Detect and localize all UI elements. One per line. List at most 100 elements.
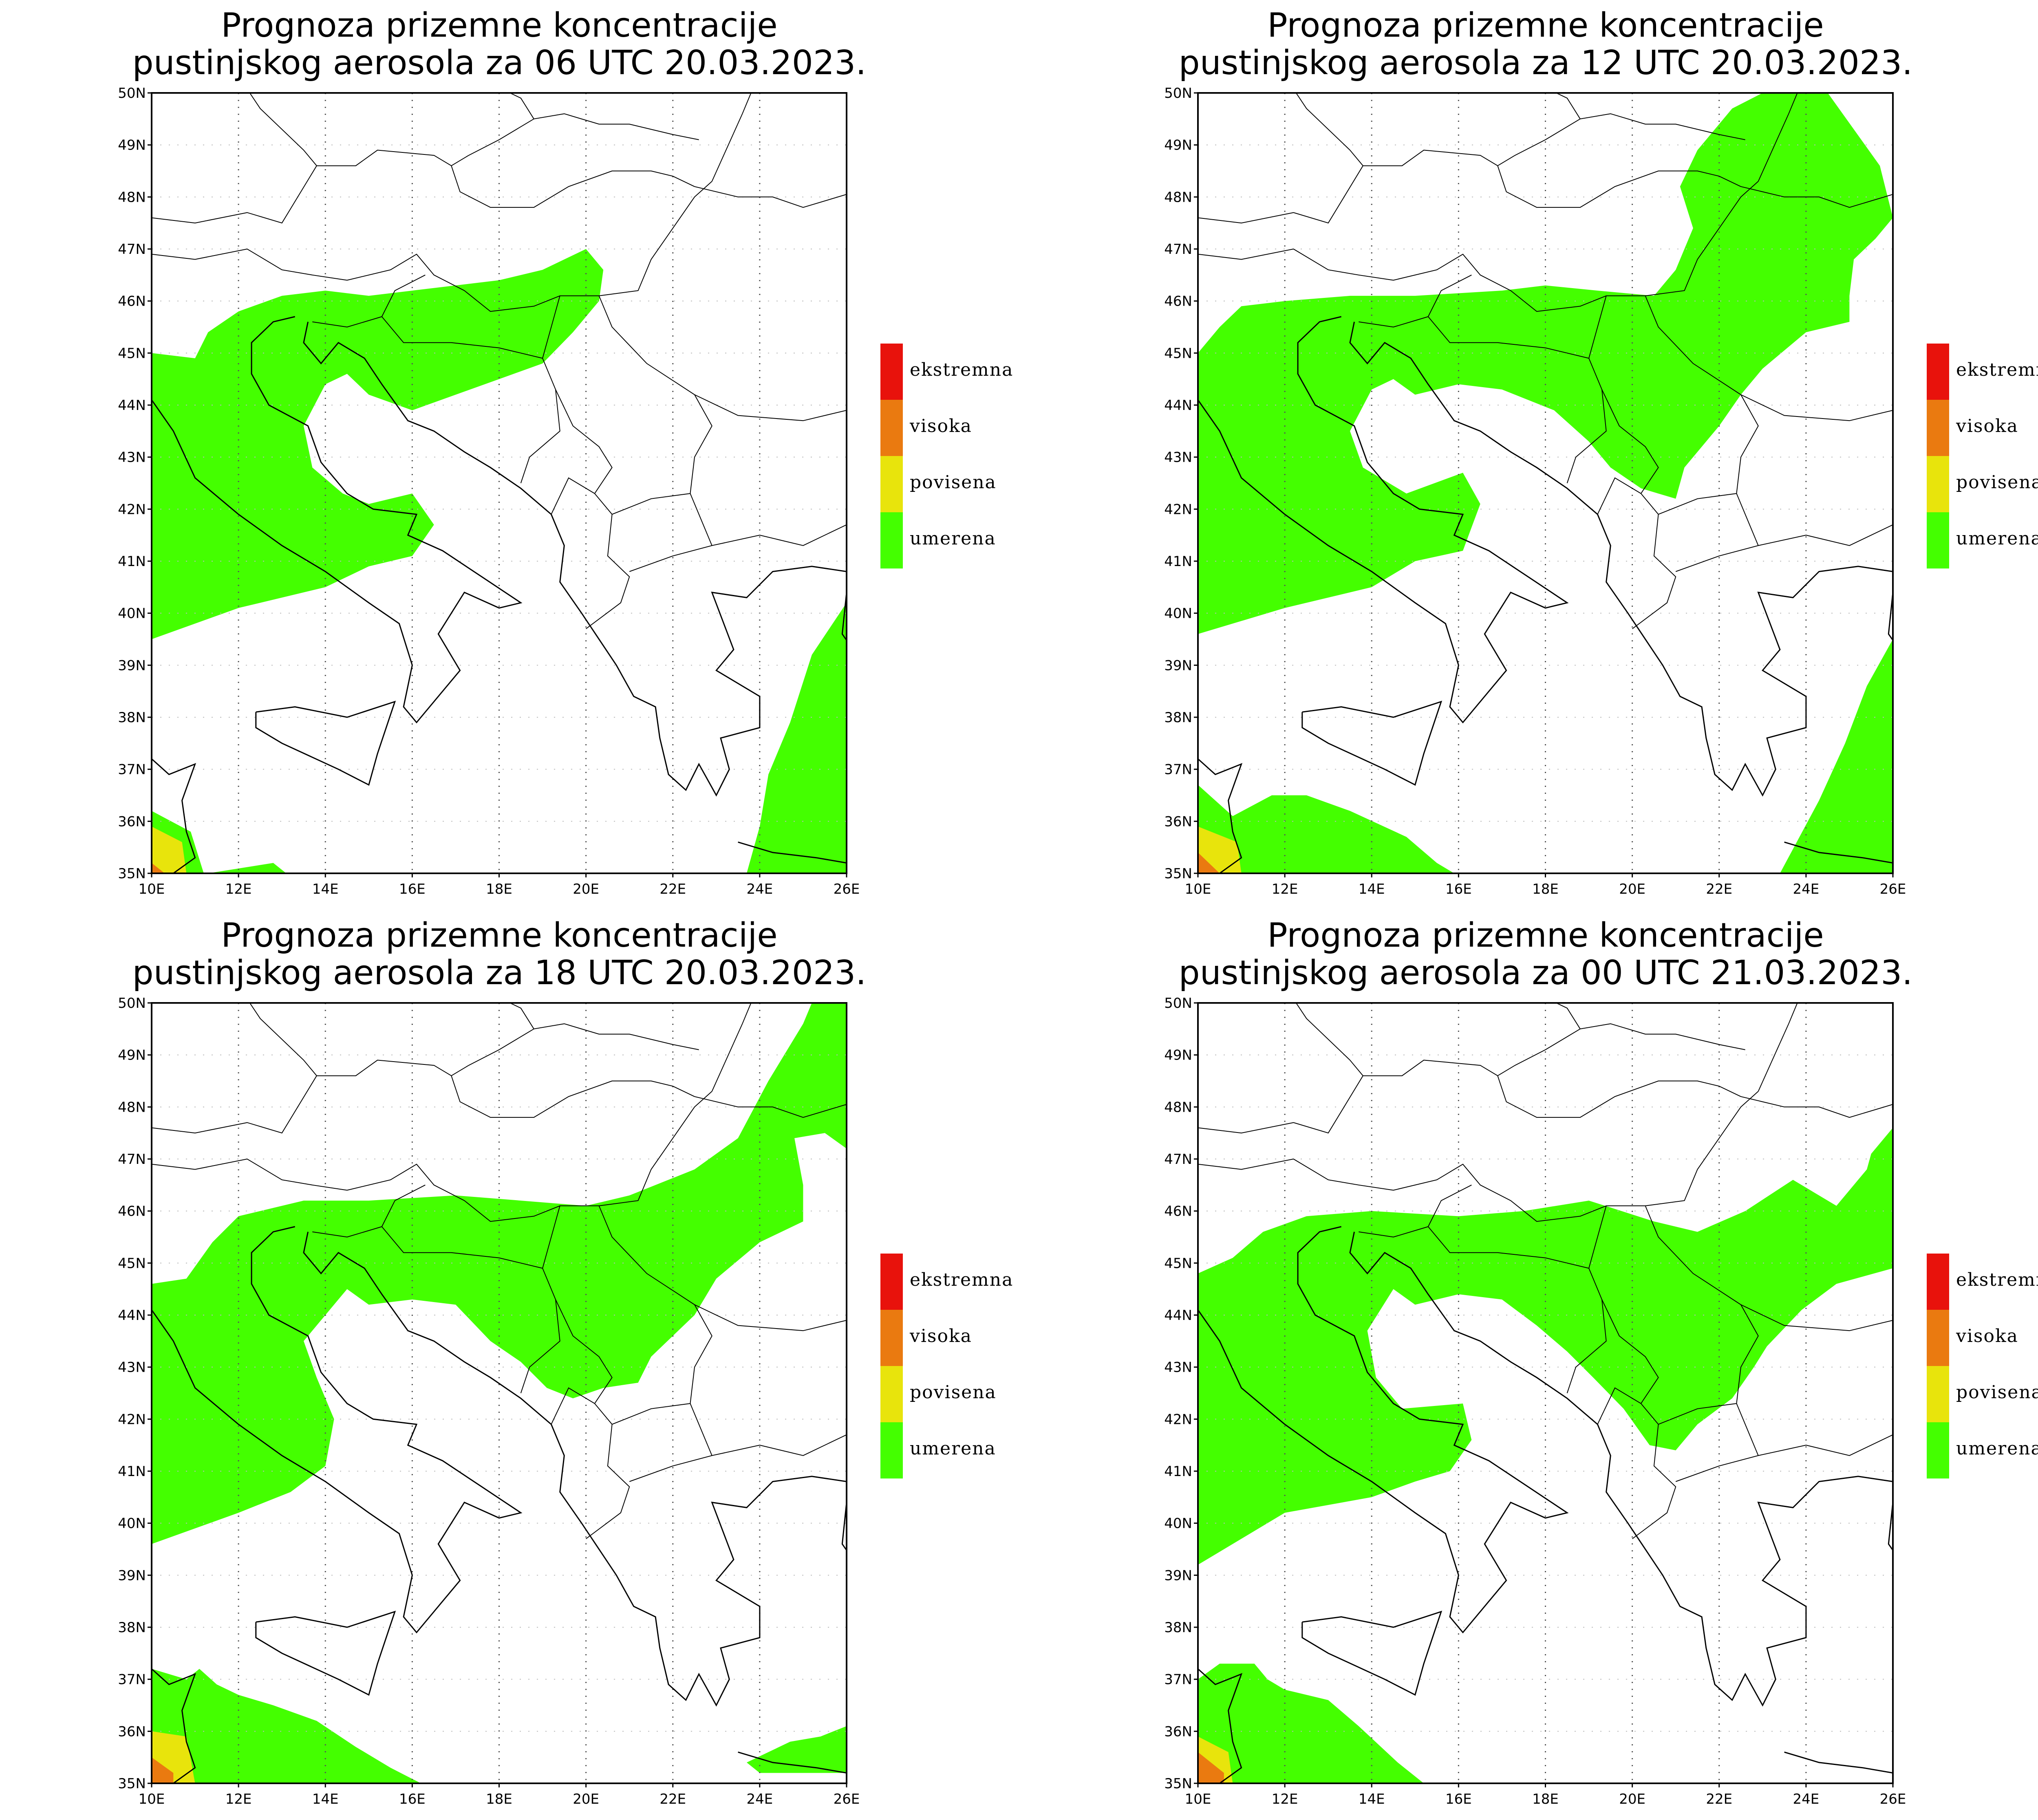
coastline xyxy=(152,316,523,724)
legend-label-ekstremna: ekstremna xyxy=(1956,1269,2038,1290)
lon-tick-label: 26E xyxy=(1880,1791,1906,1807)
country-border xyxy=(694,186,847,208)
lon-tick-label: 18E xyxy=(486,1791,512,1807)
lat-tick-label: 45N xyxy=(118,1255,146,1271)
lat-tick-label: 35N xyxy=(118,1776,146,1792)
forecast-panel-12utc: Prognoza prizemne koncentracije pustinjsk… xyxy=(1046,0,2038,910)
lat-tick-label: 42N xyxy=(118,501,146,518)
lat-tick-label: 43N xyxy=(1164,449,1192,466)
lat-tick-label: 38N xyxy=(1164,709,1192,726)
legend-label-povisena: povisena xyxy=(910,472,997,493)
map-svg: Prognoza prizemne koncentracijepustinjsk… xyxy=(118,6,1013,897)
lat-tick-label: 40N xyxy=(1164,606,1192,622)
panel-title-line2: pustinjskog aerosola za 12 UTC 20.03.202… xyxy=(1179,44,1913,82)
legend-label-umerena: umerena xyxy=(910,528,996,549)
lon-tick-label: 22E xyxy=(659,881,686,897)
lat-tick-label: 47N xyxy=(118,1151,146,1168)
lat-tick-label: 36N xyxy=(1164,1723,1192,1740)
lat-tick-label: 37N xyxy=(1164,1672,1192,1688)
dust-region-visoka xyxy=(1198,852,1220,873)
map-svg: Prognoza prizemne koncentracijepustinjsk… xyxy=(1164,916,2038,1807)
lat-tick-label: 48N xyxy=(118,1099,146,1115)
legend-label-ekstremna: ekstremna xyxy=(910,359,1013,380)
legend-swatch-povisena xyxy=(880,1366,903,1422)
country-border xyxy=(712,524,847,546)
coastline xyxy=(1784,1751,1893,1774)
lat-tick-label: 48N xyxy=(1164,189,1192,205)
coastline xyxy=(1888,592,1893,686)
country-border xyxy=(1740,186,1893,208)
lat-tick-label: 39N xyxy=(118,1567,146,1584)
country-border xyxy=(586,1403,630,1539)
country-border xyxy=(542,295,560,359)
lat-tick-label: 37N xyxy=(118,1672,146,1688)
country-border xyxy=(382,1226,560,1393)
country-border xyxy=(1198,1091,1759,1222)
dust-region-povisena xyxy=(1198,826,1242,873)
panel-title-line1: Prognoza prizemne koncentracije xyxy=(1267,6,1824,45)
lat-tick-label: 45N xyxy=(1164,1255,1192,1271)
legend-label-povisena: povisena xyxy=(1956,472,2038,493)
lat-tick-label: 36N xyxy=(1164,813,1192,830)
lat-tick-label: 49N xyxy=(1164,1047,1192,1064)
country-border xyxy=(152,1091,712,1222)
lon-tick-label: 10E xyxy=(1185,881,1211,897)
lat-tick-label: 44N xyxy=(1164,1307,1192,1324)
country-border xyxy=(509,93,534,119)
panel-title-line2: pustinjskog aerosola za 06 UTC 20.03.202… xyxy=(132,44,867,82)
lon-tick-label: 24E xyxy=(747,881,773,897)
lat-tick-label: 43N xyxy=(118,449,146,466)
lat-tick-label: 44N xyxy=(1164,397,1192,414)
map-svg: Prognoza prizemne koncentracijepustinjsk… xyxy=(118,916,1012,1807)
lat-tick-label: 47N xyxy=(118,241,146,258)
panel-title-line1: Prognoza prizemne koncentracije xyxy=(221,916,777,955)
coastline xyxy=(1198,316,1569,724)
lat-tick-label: 38N xyxy=(118,709,146,726)
dust-region-umerena xyxy=(152,1669,421,1783)
country-border xyxy=(509,1003,534,1029)
lon-tick-label: 12E xyxy=(1272,1791,1298,1807)
country-border xyxy=(316,1060,695,1118)
legend-swatch-povisena xyxy=(1927,456,1949,512)
forecast-panel-06utc: Prognoza prizemne koncentracije pustinjsk… xyxy=(0,0,1046,910)
country-border xyxy=(612,493,713,572)
legend-swatch-ekstremna xyxy=(880,344,903,400)
coastline xyxy=(1349,322,1893,797)
lat-tick-label: 47N xyxy=(1164,241,1192,258)
country-border xyxy=(451,1023,699,1076)
country-border xyxy=(694,394,847,421)
legend: ekstremna visoka povisena umerena xyxy=(880,1254,1012,1478)
coastline xyxy=(841,1502,847,1596)
lat-tick-label: 41N xyxy=(118,1463,146,1480)
legend-swatch-visoka xyxy=(1927,400,1949,456)
lat-tick-label: 46N xyxy=(118,1203,146,1220)
lon-tick-label: 10E xyxy=(139,881,165,897)
coastline xyxy=(1784,841,1893,864)
coastline xyxy=(1198,1668,1243,1783)
coastline xyxy=(255,701,396,786)
coastline xyxy=(1198,1226,1569,1634)
lon-tick-label: 20E xyxy=(1619,881,1645,897)
lat-tick-label: 45N xyxy=(118,345,146,361)
lon-tick-label: 18E xyxy=(1532,881,1559,897)
coastline xyxy=(1301,701,1442,786)
country-border xyxy=(1758,93,1798,182)
coastline xyxy=(303,322,847,797)
panel-title-line1: Prognoza prizemne koncentracije xyxy=(1267,916,1824,955)
lon-tick-label: 10E xyxy=(139,1791,165,1807)
legend-swatch-visoka xyxy=(880,400,903,456)
coastline xyxy=(738,841,847,864)
legend-label-visoka: visoka xyxy=(1956,416,2018,436)
country-border xyxy=(712,1434,847,1456)
legend-swatch-visoka xyxy=(880,1310,903,1366)
country-border xyxy=(612,1403,713,1482)
lat-tick-label: 35N xyxy=(118,866,146,882)
legend-label-povisena: povisena xyxy=(1956,1382,2038,1403)
country-border xyxy=(1740,1096,1893,1118)
lat-tick-label: 35N xyxy=(1164,1776,1192,1792)
legend-swatch-povisena xyxy=(880,456,903,512)
country-border xyxy=(1588,1205,1607,1269)
lat-tick-label: 50N xyxy=(1164,995,1192,1011)
lon-tick-label: 24E xyxy=(747,1791,773,1807)
country-border xyxy=(1363,150,1741,208)
